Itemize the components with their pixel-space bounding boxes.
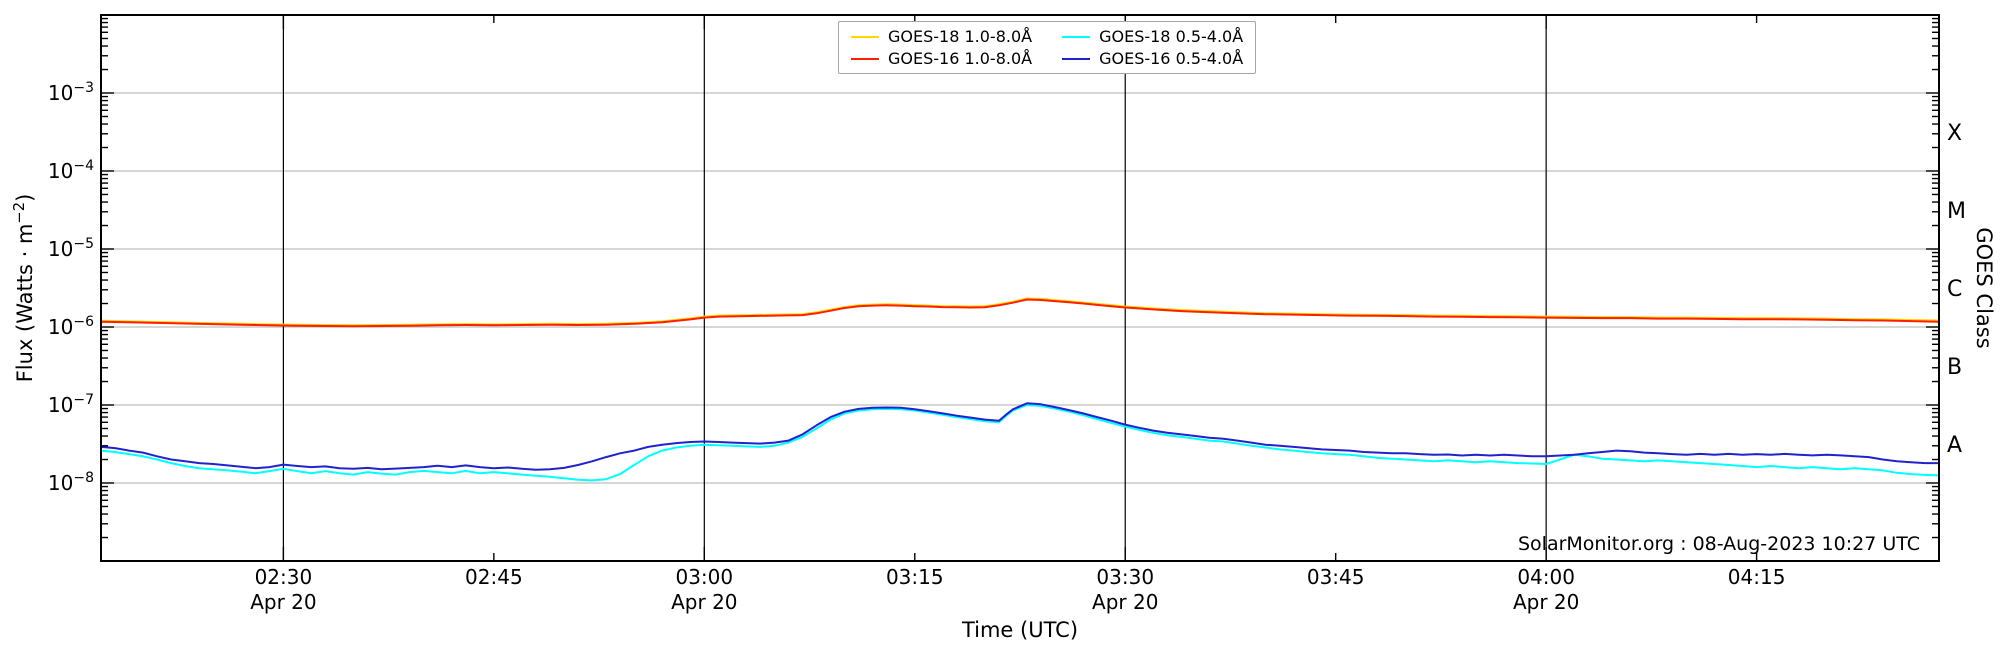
vertical-gridlines xyxy=(282,15,1547,561)
series-line-goes-16-0-5-4-0- xyxy=(100,402,1940,471)
goes-class-label-m: M xyxy=(1947,199,1966,224)
y-tick-label: 10−4 xyxy=(48,158,94,183)
x-axis-title: Time (UTC) xyxy=(961,618,1079,642)
x-tick-date-label: Apr 20 xyxy=(250,590,316,614)
legend-swatch xyxy=(1062,57,1091,60)
y-axis-title-sup: −2 xyxy=(11,201,28,224)
series-line-goes-18-1-0-8-0- xyxy=(100,297,1940,327)
goes-class-label-a: A xyxy=(1947,433,1962,458)
legend-entry: GOES-16 0.5-4.0Å xyxy=(1062,49,1243,68)
legend-entry: GOES-16 1.0-8.0Å xyxy=(851,49,1032,68)
legend-entry: GOES-18 1.0-8.0Å xyxy=(851,27,1032,46)
legend-swatch xyxy=(851,35,879,38)
y-tick-label: 10−5 xyxy=(48,236,94,261)
y-tick-label: 10−8 xyxy=(48,470,94,495)
credit-text: SolarMonitor.org : 08-Aug-2023 10:27 UTC xyxy=(1517,533,1920,555)
goes-class-label-b: B xyxy=(1947,355,1962,380)
legend-label: GOES-16 1.0-8.0Å xyxy=(888,49,1033,68)
y-tick-labels: 10−3 10−4 10−5 10−6 10−7 10−8 xyxy=(48,80,94,495)
y-axis-title-suffix: ) xyxy=(13,193,37,202)
legend-label: GOES-18 1.0-8.0Å xyxy=(888,27,1033,46)
y-tick-label: 10−6 xyxy=(48,314,94,339)
x-tick-date-label: Apr 20 xyxy=(671,590,737,614)
x-tick-date-label: Apr 20 xyxy=(1513,590,1579,614)
x-tick-label: 03:45 xyxy=(1307,565,1365,589)
y-tick-label: 10−3 xyxy=(48,80,94,105)
chart-legend: GOES-18 1.0-8.0Å GOES-16 1.0-8.0Å GOES-18 … xyxy=(838,21,1257,74)
legend-swatch xyxy=(851,57,879,60)
y-axis-title-text: Flux (Watts · m xyxy=(13,223,37,383)
x-tick-label: 03:15 xyxy=(886,565,944,589)
goes-class-labels: X M C B A xyxy=(1947,121,1966,458)
y-axis-ticks xyxy=(101,17,1939,539)
x-tick-label: 03:00 xyxy=(675,565,733,589)
plot-border xyxy=(100,14,1940,562)
x-tick-label: 02:45 xyxy=(465,565,523,589)
x-axis-ticks xyxy=(282,15,1758,561)
legend-label: GOES-18 0.5-4.0Å xyxy=(1099,27,1244,46)
legend-entry: GOES-18 0.5-4.0Å xyxy=(1062,27,1243,46)
goes-class-label-c: C xyxy=(1947,277,1962,302)
series-lines xyxy=(100,297,1940,482)
goes-class-label-x: X xyxy=(1947,121,1962,146)
series-line-goes-16-1-0-8-0- xyxy=(100,298,1940,328)
x-tick-label: 03:30 xyxy=(1096,565,1154,589)
x-tick-date-label: Apr 20 xyxy=(1092,590,1158,614)
y-axis-title: Flux (Watts · m−2) xyxy=(11,194,37,383)
y-tick-label: 10−7 xyxy=(48,392,94,417)
legend-swatch xyxy=(1062,35,1091,38)
x-tick-label: 04:00 xyxy=(1517,565,1575,589)
right-axis-title: GOES Class xyxy=(1972,227,1996,349)
x-tick-label: 02:30 xyxy=(255,565,313,589)
x-tick-label: 04:15 xyxy=(1728,565,1786,589)
legend-label: GOES-16 0.5-4.0Å xyxy=(1099,49,1244,68)
horizontal-gridlines xyxy=(101,92,1939,484)
